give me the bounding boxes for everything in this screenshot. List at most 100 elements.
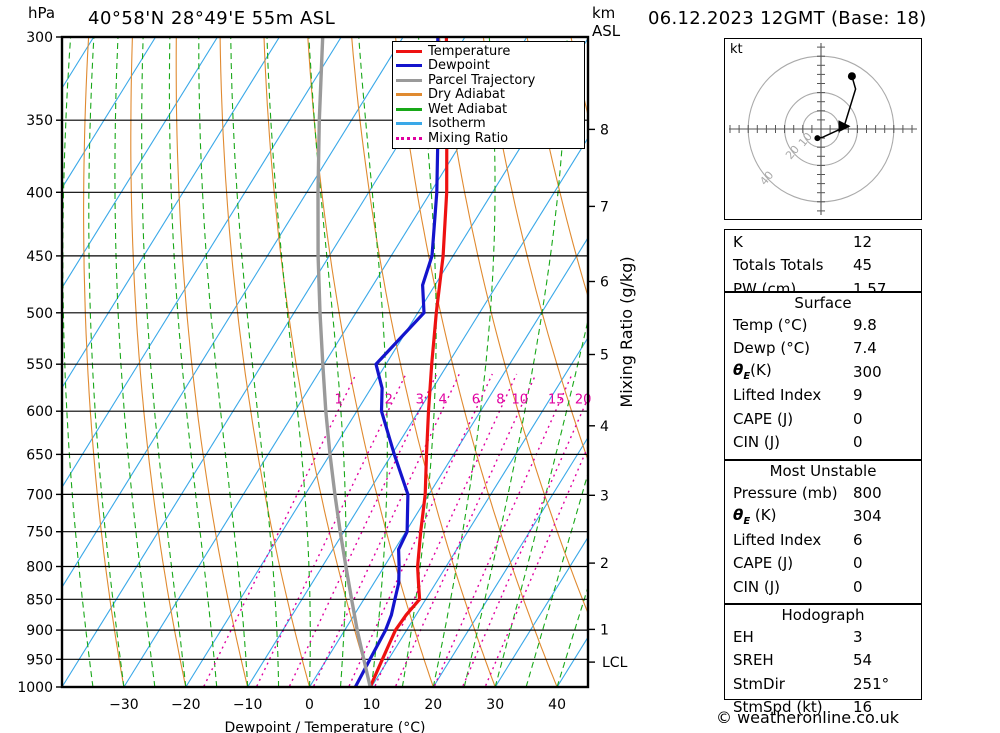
surface-row: Dewp (°C) 7.4 bbox=[725, 337, 921, 361]
legend-label: Temperature bbox=[428, 43, 511, 59]
legend-label: Parcel Trajectory bbox=[428, 72, 536, 88]
profile-temperature bbox=[368, 36, 449, 688]
altitude-tick-label: 6 bbox=[600, 275, 609, 291]
mixing-ratio-label: 15 bbox=[548, 392, 565, 407]
indices-row: Totals Totals 45 bbox=[725, 254, 921, 278]
most-unstable-value: 6 bbox=[853, 530, 863, 549]
legend-item: Mixing Ratio bbox=[396, 131, 581, 146]
wet-adiabat-line bbox=[114, 37, 156, 687]
mixing-ratio-label: 4 bbox=[438, 392, 446, 407]
altitude-tick-label: 2 bbox=[600, 556, 609, 572]
pressure-tick-label: 1000 bbox=[17, 680, 53, 696]
panel-most-unstable: Most Unstable Pressure (mb) 800 θE (K) 304 Li… bbox=[724, 460, 922, 604]
mixing-ratio-line bbox=[202, 373, 357, 687]
hodograph-stats-key: StmSpd (kt) bbox=[733, 698, 823, 717]
dry-adiabat-line bbox=[130, 37, 187, 687]
mixing-ratio-label: 8 bbox=[496, 392, 504, 407]
pressure-tick-label: 350 bbox=[26, 113, 53, 129]
legend-label: Isotherm bbox=[428, 116, 486, 132]
hodograph-stats-key: EH bbox=[733, 627, 754, 646]
panel-surface: Surface Temp (°C) 9.8 Dewp (°C) 7.4 θE(K) 300 L… bbox=[724, 292, 922, 460]
mixing-ratio-line bbox=[373, 373, 518, 687]
mixing-ratio-line bbox=[312, 373, 460, 687]
legend-label: Dewpoint bbox=[428, 58, 490, 74]
indices-value: 12 bbox=[853, 232, 873, 251]
wet-adiabat-line bbox=[308, 37, 347, 687]
legend-swatch-dry-adiabat bbox=[396, 93, 422, 97]
mixing-ratio-axis-label: Mixing Ratio (g/kg) bbox=[617, 256, 636, 407]
pressure-tick-label: 850 bbox=[26, 592, 53, 608]
mixing-ratio-line bbox=[347, 373, 493, 687]
legend-swatch-parcel-trajectory bbox=[396, 78, 422, 82]
most-unstable-key: CIN (J) bbox=[733, 577, 781, 596]
dry-adiabat-line bbox=[526, 37, 588, 299]
indices-row: K 12 bbox=[725, 230, 921, 254]
skewt-diagram: 1 2 3 4 6 8 10 15 20 300 350 400 450 500 550 600 650 700 7… bbox=[17, 30, 636, 733]
hodograph-start-marker bbox=[814, 135, 821, 142]
mixing-ratio-label: 1 bbox=[335, 392, 343, 407]
surface-key: Temp (°C) bbox=[733, 315, 808, 334]
dry-adiabat-line bbox=[175, 37, 249, 687]
surface-row: CIN (J) 0 bbox=[725, 431, 921, 455]
temperature-tick-label: −30 bbox=[109, 697, 139, 713]
surface-key: Lifted Index bbox=[733, 386, 822, 405]
hodograph-stats-value: 3 bbox=[853, 627, 863, 646]
surface-row: CAPE (J) 0 bbox=[725, 407, 921, 431]
wet-adiabat-line bbox=[358, 37, 388, 687]
most-unstable-row: CIN (J) 0 bbox=[725, 575, 921, 599]
pressure-tick-label: 300 bbox=[26, 30, 53, 46]
altitude-tick-label: 8 bbox=[600, 122, 609, 138]
legend-label: Mixing Ratio bbox=[428, 130, 509, 146]
legend-swatch-mixing-ratio bbox=[396, 136, 422, 140]
pressure-tick-label: 800 bbox=[26, 560, 53, 576]
pressure-axis: 300 350 400 450 500 550 600 650 700 750 800 850 900 9… bbox=[17, 30, 62, 696]
legend-swatch-dewpoint bbox=[396, 64, 422, 68]
surface-row: θE(K) 300 bbox=[725, 360, 921, 384]
most-unstable-row: Lifted Index 6 bbox=[725, 528, 921, 552]
isotherm-line bbox=[370, 336, 588, 687]
temperature-tick-label: −20 bbox=[171, 697, 201, 713]
isotherm-line bbox=[309, 236, 588, 687]
most-unstable-row: θE (K) 304 bbox=[725, 505, 921, 529]
surface-row: Lifted Index 9 bbox=[725, 384, 921, 408]
datetime-title: 06.12.2023 12GMT (Base: 18) bbox=[648, 8, 927, 29]
hodograph-stats-value: 54 bbox=[853, 651, 873, 670]
legend-swatch-temperature bbox=[396, 49, 422, 53]
wet-adiabat-line bbox=[556, 585, 588, 687]
temperature-tick-label: 30 bbox=[486, 697, 504, 713]
pressure-tick-label: 750 bbox=[26, 525, 53, 541]
hodograph-stats-value: 251° bbox=[853, 674, 890, 693]
isotherm-line bbox=[494, 536, 588, 687]
temperature-tick-label: 40 bbox=[548, 697, 566, 713]
legend-label: Wet Adiabat bbox=[428, 101, 508, 117]
pressure-tick-label: 700 bbox=[26, 487, 53, 503]
legend-item: Wet Adiabat bbox=[396, 102, 581, 117]
surface-value: 0 bbox=[853, 433, 863, 452]
hodograph-panel: kt 10 20 40 bbox=[724, 38, 922, 220]
surface-key: CAPE (J) bbox=[733, 409, 794, 428]
most-unstable-row: CAPE (J) 0 bbox=[725, 552, 921, 576]
pressure-tick-label: 500 bbox=[26, 306, 53, 322]
profile-curves bbox=[316, 36, 449, 688]
plot-frame bbox=[60, 35, 590, 689]
wet-adiabat-line bbox=[88, 37, 125, 687]
legend-item: Temperature bbox=[396, 44, 581, 59]
hodograph-stats-title: Hodograph bbox=[781, 606, 865, 624]
hodograph-ring-label: 20 bbox=[783, 143, 802, 162]
surface-key: θE(K) bbox=[733, 361, 772, 383]
temperature-axis: −30 −20 −10 0 10 20 30 40 Dewpoint / Temperature… bbox=[109, 697, 566, 733]
copyright-symbol: © bbox=[716, 708, 732, 727]
x-axis-label: Dewpoint / Temperature (°C) bbox=[225, 720, 426, 733]
most-unstable-key: Pressure (mb) bbox=[733, 483, 838, 502]
mixing-ratio-line bbox=[394, 373, 537, 687]
altitude-tick-label: 5 bbox=[600, 348, 609, 364]
surface-title: Surface bbox=[794, 294, 852, 312]
mixing-ratio-line bbox=[288, 373, 438, 687]
skewt-svg: 1 2 3 4 6 8 10 15 203003504004505005506006507007… bbox=[17, 30, 636, 733]
surface-row: Temp (°C) 9.8 bbox=[725, 313, 921, 337]
pressure-tick-label: 600 bbox=[26, 404, 53, 420]
pressure-tick-label: 550 bbox=[26, 357, 53, 373]
